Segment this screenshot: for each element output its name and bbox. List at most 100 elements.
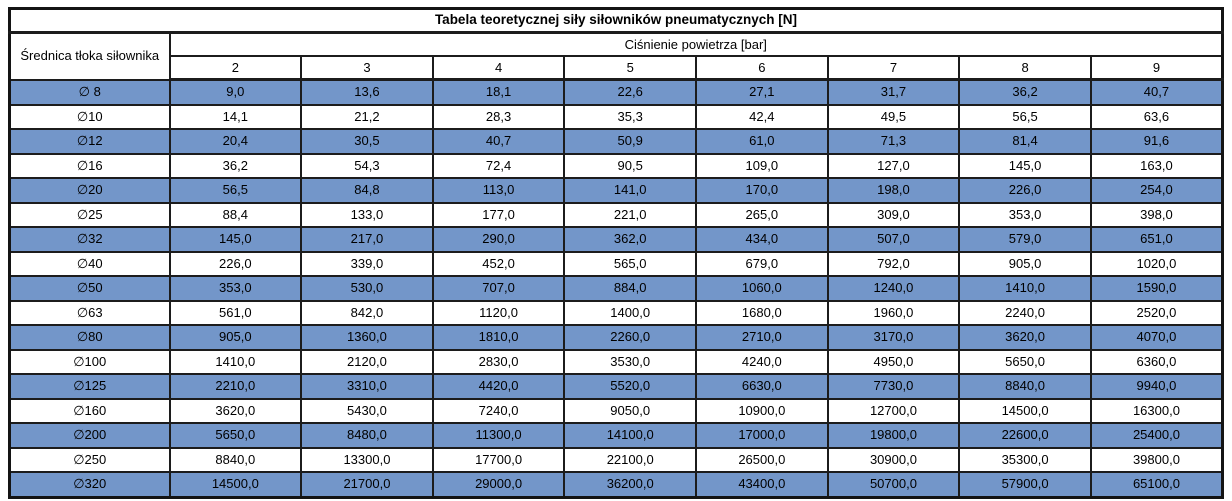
diameter-cell: ∅125 xyxy=(8,373,171,400)
force-value-cell: 1410,0 xyxy=(958,275,1092,302)
table-row: ∅16 36,2 54,3 72,4 90,5 109,0 127,0 145,0 163,0 xyxy=(8,152,1224,179)
force-value-cell: 309,0 xyxy=(826,201,961,228)
force-value-cell: 226,0 xyxy=(958,177,1092,204)
force-value-cell: 2260,0 xyxy=(563,324,697,351)
force-value-cell: 1360,0 xyxy=(300,324,434,351)
table-row: ∅25 88,4 133,0 177,0 221,0 265,0 309,0 353,0 398… xyxy=(8,201,1224,228)
force-value-cell: 2710,0 xyxy=(695,324,829,351)
force-value-cell: 6360,0 xyxy=(1089,348,1224,375)
force-value-cell: 1240,0 xyxy=(826,275,961,302)
diameter-cell: ∅80 xyxy=(8,324,171,351)
diameter-cell: ∅20 xyxy=(8,177,171,204)
force-value-cell: 561,0 xyxy=(168,299,303,326)
force-value-cell: 198,0 xyxy=(826,177,961,204)
force-value-cell: 26500,0 xyxy=(695,446,829,473)
diameter-cell: ∅25 xyxy=(8,201,171,228)
force-value-cell: 2520,0 xyxy=(1089,299,1224,326)
force-value-cell: 28,3 xyxy=(431,103,566,130)
force-value-cell: 56,5 xyxy=(168,177,303,204)
force-value-cell: 339,0 xyxy=(300,250,434,277)
force-value-cell: 170,0 xyxy=(695,177,829,204)
force-value-cell: 842,0 xyxy=(300,299,434,326)
title-row: Tabela teoretycznej siły siłowników pneu… xyxy=(8,7,1224,34)
force-value-cell: 30,5 xyxy=(300,128,434,155)
force-value-cell: 1400,0 xyxy=(563,299,697,326)
table-row: ∅50 353,0 530,0 707,0 884,0 1060,0 1240,0 1410,… xyxy=(8,275,1224,302)
force-value-cell: 177,0 xyxy=(431,201,566,228)
diameter-cell: ∅12 xyxy=(8,128,171,155)
force-value-cell: 398,0 xyxy=(1089,201,1224,228)
diameter-cell: ∅32 xyxy=(8,226,171,253)
force-value-cell: 11300,0 xyxy=(431,422,566,449)
force-value-cell: 133,0 xyxy=(300,201,434,228)
diameter-cell: ∅16 xyxy=(8,152,171,179)
table-row: ∅160 3620,0 5430,0 7240,0 9050,0 10900,0 12700… xyxy=(8,397,1224,424)
force-value-cell: 13,6 xyxy=(300,78,434,106)
force-value-cell: 4070,0 xyxy=(1089,324,1224,351)
force-value-cell: 65100,0 xyxy=(1089,471,1224,498)
force-value-cell: 4950,0 xyxy=(826,348,961,375)
force-value-cell: 579,0 xyxy=(958,226,1092,253)
table-title: Tabela teoretycznej siły siłowników pneu… xyxy=(8,7,1224,34)
force-value-cell: 3620,0 xyxy=(958,324,1092,351)
force-value-cell: 265,0 xyxy=(695,201,829,228)
pressure-col-header: 6 xyxy=(695,55,829,81)
force-value-cell: 3170,0 xyxy=(826,324,961,351)
pressure-group-header: Ciśnienie powietrza [bar] xyxy=(168,31,1224,57)
table-body: ∅ 8 9,0 13,6 18,1 22,6 27,1 31,7 36,2 40,7 ∅10 14,… xyxy=(8,78,1224,498)
force-value-cell: 14,1 xyxy=(168,103,303,130)
force-value-cell: 434,0 xyxy=(695,226,829,253)
table-row: ∅100 1410,0 2120,0 2830,0 3530,0 4240,0 4950,0… xyxy=(8,348,1224,375)
force-value-cell: 21700,0 xyxy=(300,471,434,498)
force-value-cell: 42,4 xyxy=(695,103,829,130)
force-value-cell: 8480,0 xyxy=(300,422,434,449)
diameter-cell: ∅10 xyxy=(8,103,171,130)
pressure-col-header: 7 xyxy=(826,55,961,81)
force-value-cell: 530,0 xyxy=(300,275,434,302)
force-value-cell: 22,6 xyxy=(563,78,697,106)
force-value-cell: 353,0 xyxy=(168,275,303,302)
force-value-cell: 72,4 xyxy=(431,152,566,179)
force-value-cell: 679,0 xyxy=(695,250,829,277)
force-value-cell: 353,0 xyxy=(958,201,1092,228)
force-value-cell: 2830,0 xyxy=(431,348,566,375)
pneumatic-force-table: Tabela teoretycznej siły siłowników pneu… xyxy=(8,7,1224,499)
table-row: ∅40 226,0 339,0 452,0 565,0 679,0 792,0 905,0 10… xyxy=(8,250,1224,277)
force-value-cell: 905,0 xyxy=(958,250,1092,277)
diameter-cell: ∅160 xyxy=(8,397,171,424)
force-value-cell: 9050,0 xyxy=(563,397,697,424)
diameter-cell: ∅40 xyxy=(8,250,171,277)
force-value-cell: 71,3 xyxy=(826,128,961,155)
force-value-cell: 39800,0 xyxy=(1089,446,1224,473)
force-value-cell: 1960,0 xyxy=(826,299,961,326)
table-row: ∅32 145,0 217,0 290,0 362,0 434,0 507,0 579,0 65… xyxy=(8,226,1224,253)
force-value-cell: 17700,0 xyxy=(431,446,566,473)
force-value-cell: 63,6 xyxy=(1089,103,1224,130)
force-value-cell: 50700,0 xyxy=(826,471,961,498)
pressure-col-header: 8 xyxy=(958,55,1092,81)
force-value-cell: 254,0 xyxy=(1089,177,1224,204)
diameter-cell: ∅63 xyxy=(8,299,171,326)
force-value-cell: 57900,0 xyxy=(958,471,1092,498)
table-row: ∅250 8840,0 13300,0 17700,0 22100,0 26500,0 30… xyxy=(8,446,1224,473)
force-value-cell: 5650,0 xyxy=(958,348,1092,375)
force-value-cell: 16300,0 xyxy=(1089,397,1224,424)
force-value-cell: 5430,0 xyxy=(300,397,434,424)
force-value-cell: 565,0 xyxy=(563,250,697,277)
force-value-cell: 3530,0 xyxy=(563,348,697,375)
force-value-cell: 651,0 xyxy=(1089,226,1224,253)
force-value-cell: 56,5 xyxy=(958,103,1092,130)
force-value-cell: 22600,0 xyxy=(958,422,1092,449)
diameter-column-header: Średnica tłoka siłownika xyxy=(8,31,171,81)
force-value-cell: 19800,0 xyxy=(826,422,961,449)
force-value-cell: 2240,0 xyxy=(958,299,1092,326)
force-value-cell: 40,7 xyxy=(1089,78,1224,106)
force-value-cell: 18,1 xyxy=(431,78,566,106)
force-value-cell: 7240,0 xyxy=(431,397,566,424)
force-value-cell: 8840,0 xyxy=(958,373,1092,400)
force-value-cell: 3620,0 xyxy=(168,397,303,424)
diameter-cell: ∅200 xyxy=(8,422,171,449)
force-value-cell: 2210,0 xyxy=(168,373,303,400)
table-row: ∅80 905,0 1360,0 1810,0 2260,0 2710,0 3170,0 36… xyxy=(8,324,1224,351)
force-value-cell: 1680,0 xyxy=(695,299,829,326)
